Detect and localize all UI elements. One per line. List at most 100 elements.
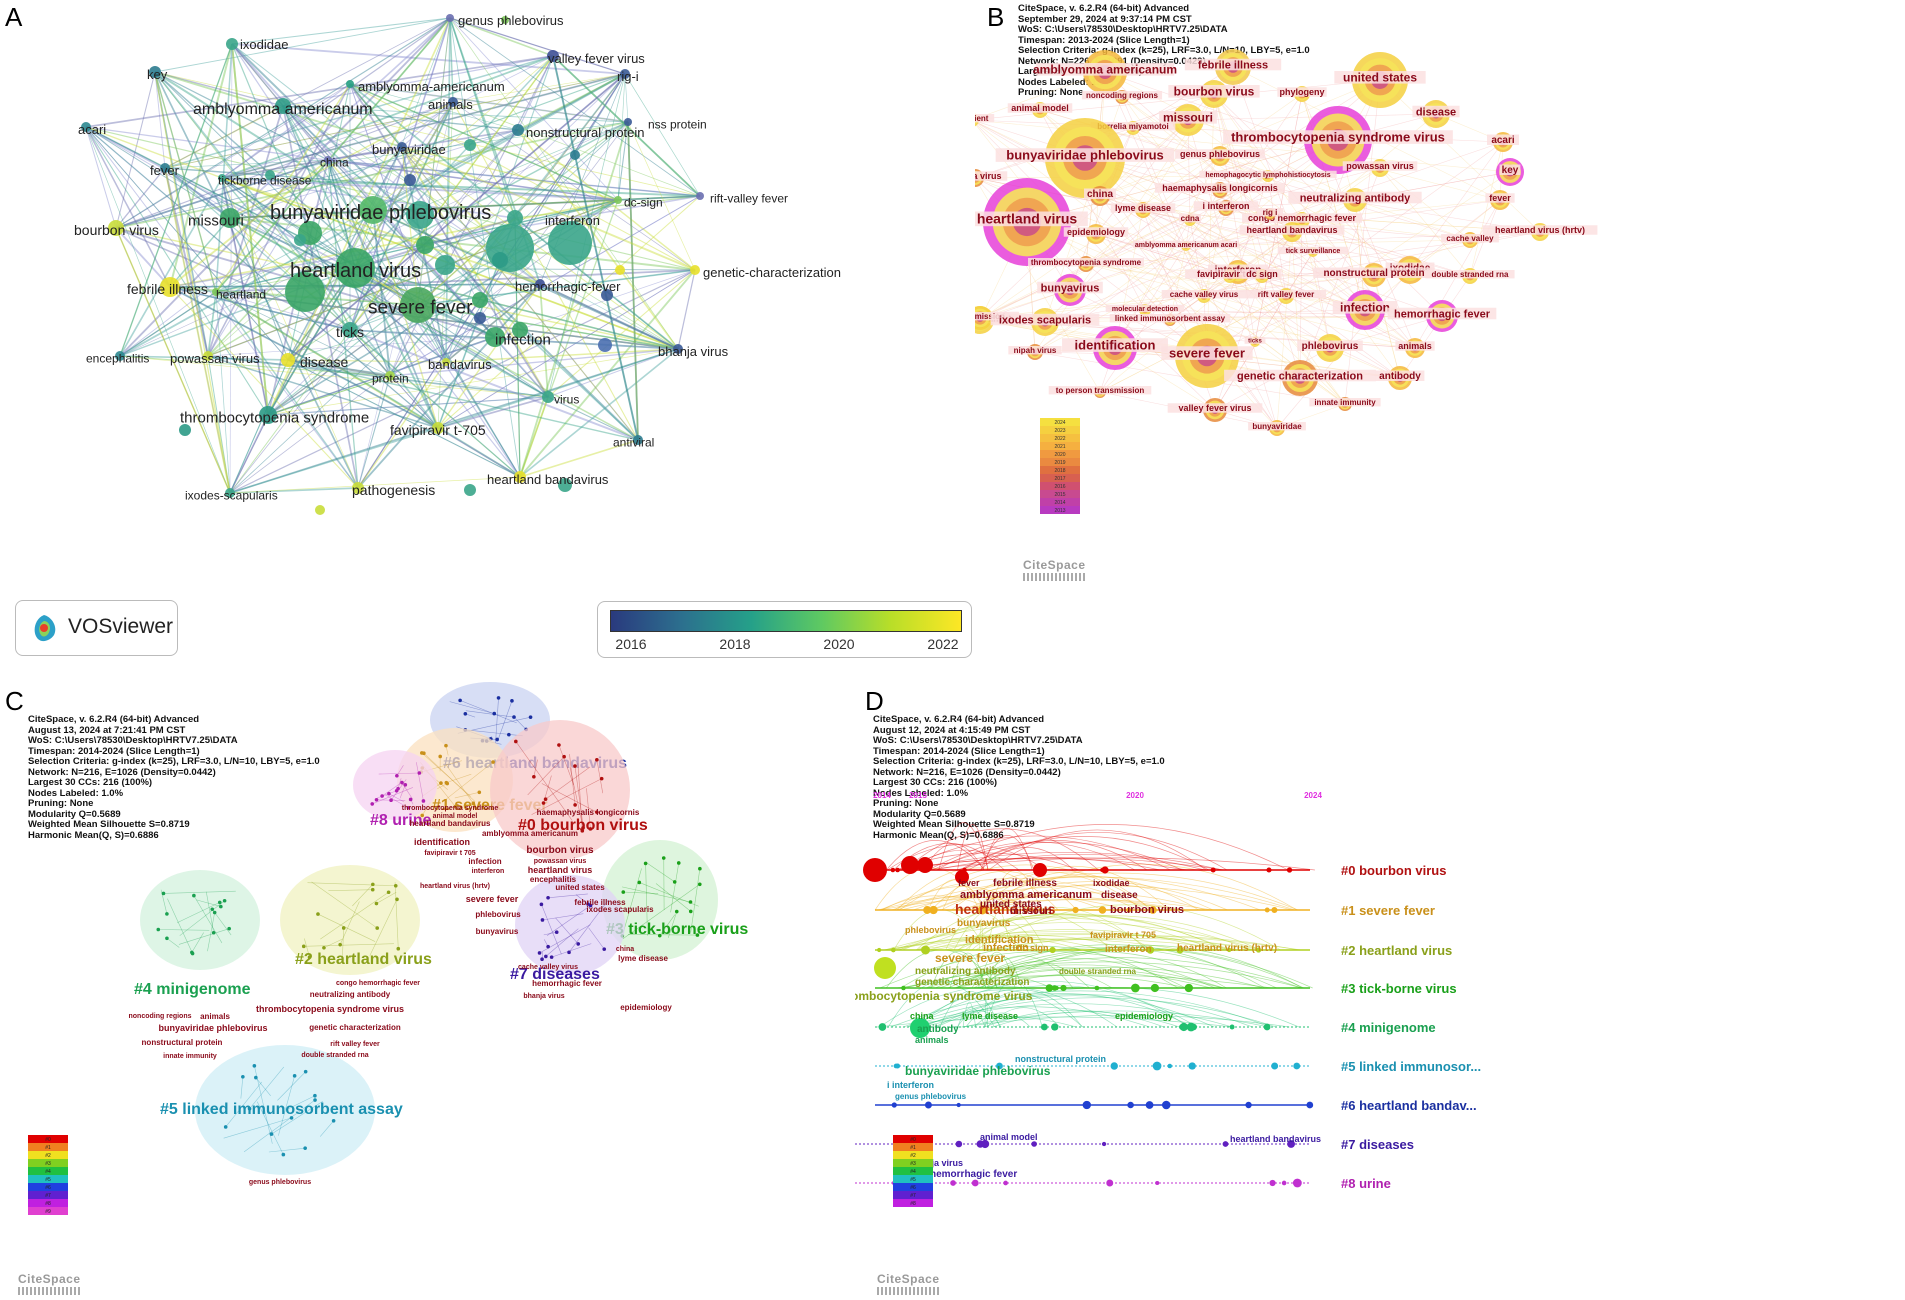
citation-node: animal model (1007, 102, 1073, 118)
cluster-edge (396, 765, 404, 776)
citespace-metadata-c: CiteSpace, v. 6.2.R4 (64-bit) Advanced Au… (28, 714, 320, 841)
network-edge (267, 304, 419, 416)
network-edge (221, 73, 626, 179)
node-label: heartland virus (hrtv) (1495, 225, 1585, 235)
node-label: key (147, 67, 168, 82)
legend-swatch (28, 1199, 68, 1207)
citation-arc (961, 1014, 1290, 1028)
legend-swatch (1040, 418, 1080, 426)
node-label-bg (1159, 111, 1217, 124)
citation-arc (972, 892, 1207, 911)
node-label-bg (1248, 422, 1306, 431)
timeline-cluster-label: #7 diseases (1341, 1137, 1414, 1152)
timeline-row: #8 urine (855, 1176, 1391, 1191)
network-edge (115, 227, 351, 331)
network-edge (115, 121, 629, 229)
cluster-node (254, 1075, 258, 1080)
network-edge (164, 73, 626, 169)
cluster-legend-d: #0 #1 #2 #3 #4 #5 #6 #7 #8 (893, 1135, 941, 1220)
network-edge (215, 291, 351, 331)
timeline-node (1072, 906, 1079, 914)
timeline-node (1266, 867, 1272, 873)
cluster-node (567, 950, 571, 955)
citespace-logo-text: CiteSpace (18, 1272, 81, 1286)
citation-arc (965, 907, 1148, 951)
network-edge (437, 427, 521, 478)
citespace-logo-bars (877, 1287, 940, 1295)
metadata-line: Modularity Q=0.5689 (28, 808, 121, 820)
network-nodes: genus phlebovirus ixodidae valley fever vi… (74, 13, 841, 503)
network-edge (229, 129, 519, 494)
network-edge (552, 55, 701, 197)
term-label: united states (980, 899, 1042, 910)
network-edge (267, 336, 496, 416)
network-edge (519, 121, 629, 478)
cluster-edge (243, 1099, 316, 1153)
network-edge (1373, 274, 1401, 379)
node-label: animals (1398, 341, 1432, 351)
network-edge (229, 359, 289, 494)
network-edge (267, 269, 696, 416)
citation-arc (882, 933, 1257, 951)
cluster-region: #2 heartland virus (280, 865, 432, 975)
cluster-node (247, 1106, 252, 1111)
metadata-line: Selection Criteria: g-index (k=25), LRF=… (28, 756, 320, 767)
timeline-cluster-label: #2 heartland virus (1341, 943, 1452, 958)
network-edge (221, 177, 447, 363)
network-edge (215, 267, 356, 293)
network-edge (1099, 195, 1278, 429)
node-label-bg (1239, 225, 1345, 235)
network-edge (231, 43, 521, 478)
network-edge (357, 73, 626, 489)
network-edge (119, 291, 217, 357)
citation-arc (973, 951, 1227, 989)
node-label-bg (1155, 183, 1285, 193)
cluster-edge (465, 710, 515, 718)
node-label: protein (372, 372, 409, 386)
network-node (149, 66, 161, 78)
cluster-edge (645, 863, 648, 936)
timeline-node (917, 857, 933, 873)
cluster-edge (623, 891, 659, 894)
citation-arc (928, 928, 1213, 951)
cluster-edge (446, 773, 472, 783)
network-edge (1099, 155, 1221, 197)
timeline-node (1150, 983, 1160, 993)
term-label: dc sign (1017, 943, 1049, 953)
network-edge (437, 396, 549, 429)
network-edge (229, 55, 554, 494)
term-label: severe fever (466, 894, 519, 904)
network-node (690, 265, 700, 275)
network-edge (449, 17, 701, 197)
node-label-bg (1179, 214, 1201, 223)
cluster-edge (543, 931, 557, 936)
node-label: powassan virus (170, 351, 260, 366)
timeline-node (1003, 1180, 1008, 1186)
citation-arc (927, 879, 980, 911)
network-edge (417, 304, 679, 350)
network-edge (85, 126, 439, 429)
term-label: bourbon virus (1110, 904, 1184, 916)
network-edge (207, 355, 231, 494)
network-edge (169, 159, 329, 288)
network-edge (287, 359, 447, 363)
network-edge (349, 83, 549, 398)
metadata-line: Nodes Labeled: 1.0% (1018, 76, 1114, 88)
cluster-node (580, 829, 585, 833)
cluster-hull (195, 1045, 375, 1175)
cluster-node (190, 951, 195, 956)
citation-arc (896, 895, 1035, 911)
node-label: ixodidae (240, 37, 288, 52)
node-label: amblyomma americanum (193, 101, 373, 118)
timeline-node (971, 1179, 979, 1187)
citation-node: united states (1334, 52, 1426, 108)
node-label-bg (1184, 58, 1282, 71)
vosviewer-logo-icon (34, 615, 56, 642)
network-edge (1095, 119, 1189, 235)
cluster-edge (303, 943, 394, 947)
node-label-bg (1387, 307, 1497, 320)
term-label: heartland bandavirus (1230, 1134, 1321, 1144)
timeline-cluster-label: #8 urine (1341, 1176, 1391, 1191)
network-edge (552, 55, 639, 441)
cluster-edge (288, 1095, 316, 1110)
